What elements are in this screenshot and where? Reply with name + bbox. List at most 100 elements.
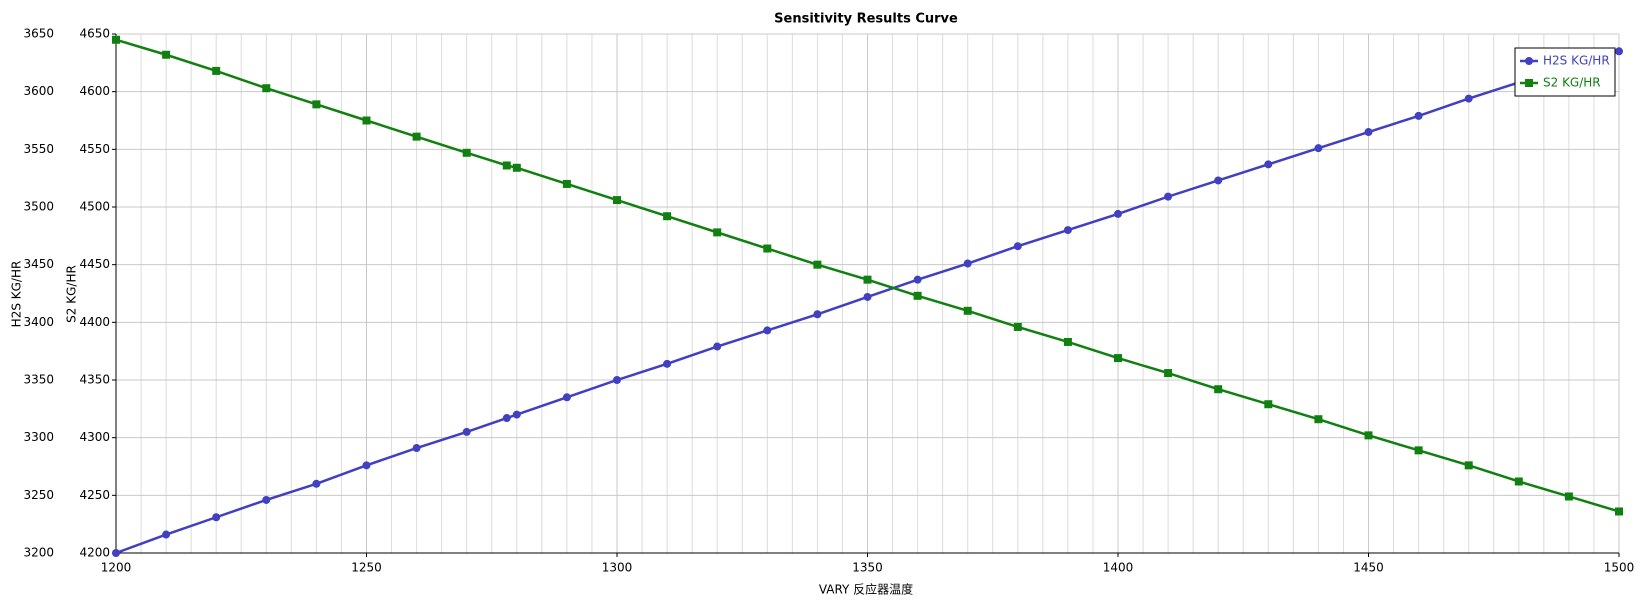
y-tick-label: 3200 (23, 546, 54, 560)
marker (963, 259, 972, 268)
y-tick-label: 3250 (23, 488, 54, 502)
marker (112, 35, 120, 44)
x-axis-label: VARY 反应器温度 (819, 582, 913, 597)
y-tick-label: 3600 (23, 84, 54, 98)
y-tick-label: 3450 (23, 257, 54, 271)
marker (1464, 94, 1473, 103)
x-tick-label: 1500 (1604, 561, 1635, 575)
series-line (115, 38, 1620, 513)
marker (1214, 385, 1223, 394)
marker (1114, 354, 1122, 363)
y2-tick-label: 4250 (79, 488, 110, 502)
y2-tick-label: 4300 (79, 430, 110, 444)
marker (963, 306, 972, 315)
marker (1264, 160, 1273, 169)
y2-axis-label: S2 KG/HR (65, 265, 79, 323)
marker (1414, 446, 1423, 455)
legend-label: H2S KG/HR (1543, 54, 1610, 68)
chart-title: Sensitivity Results Curve (774, 12, 958, 27)
marker (512, 163, 521, 172)
x-tick-label: 1350 (852, 561, 883, 575)
marker (462, 148, 471, 157)
marker (813, 260, 822, 269)
y-tick-label: 3300 (23, 430, 54, 444)
y-tick-label: 3650 (23, 27, 54, 41)
marker (863, 292, 872, 301)
marker (1564, 492, 1573, 501)
marker (1264, 400, 1273, 409)
marker (502, 161, 511, 170)
marker (613, 376, 621, 384)
x-tick-label: 1300 (602, 561, 633, 575)
marker (562, 179, 571, 188)
marker (613, 196, 621, 205)
marker (1063, 226, 1072, 235)
legend-marker (1525, 79, 1533, 87)
marker (512, 410, 521, 419)
legend-box (1514, 47, 1616, 97)
marker (1314, 415, 1323, 424)
marker (1164, 192, 1173, 201)
x-tick-label: 1200 (101, 561, 132, 575)
y2-tick-label: 4450 (79, 257, 110, 271)
x-tick-label: 1250 (351, 561, 382, 575)
y2-tick-label: 4350 (79, 373, 110, 387)
marker (312, 100, 321, 109)
marker (362, 461, 371, 470)
marker (412, 444, 421, 453)
y2-tick-label: 4550 (79, 142, 110, 156)
y2-tick-label: 4650 (79, 27, 110, 41)
marker (1013, 322, 1022, 331)
series-line (115, 50, 1620, 555)
y-tick-label: 3400 (23, 315, 54, 329)
y-axis-label: H2S KG/HR (10, 261, 24, 328)
marker (562, 393, 571, 402)
marker (763, 244, 772, 253)
marker (713, 228, 722, 237)
marker (1013, 242, 1022, 251)
y2-tick-label: 4200 (79, 546, 110, 560)
marker (1164, 369, 1173, 378)
marker (362, 116, 371, 125)
marker (663, 359, 672, 368)
marker (1615, 47, 1623, 56)
marker (412, 132, 421, 141)
marker (713, 342, 722, 351)
y2-tick-label: 4600 (79, 84, 110, 98)
marker (1214, 176, 1223, 185)
y2-tick-label: 4500 (79, 200, 110, 214)
marker (913, 291, 922, 300)
marker (1514, 477, 1523, 486)
marker (162, 50, 171, 59)
marker (1414, 111, 1423, 120)
marker (1364, 431, 1373, 440)
y-tick-label: 3500 (23, 200, 54, 214)
marker (262, 84, 271, 93)
marker (1464, 461, 1473, 470)
x-tick-label: 1400 (1103, 561, 1134, 575)
marker (1114, 209, 1122, 218)
marker (212, 513, 221, 522)
marker (1063, 337, 1072, 346)
legend-marker (1525, 57, 1533, 65)
marker (863, 275, 872, 284)
marker (502, 414, 511, 423)
marker (1364, 128, 1373, 137)
marker (763, 326, 772, 335)
y-tick-label: 3350 (23, 373, 54, 387)
marker (312, 479, 321, 488)
marker (212, 66, 221, 75)
marker (1615, 507, 1623, 516)
marker (112, 549, 120, 557)
x-tick-label: 1450 (1353, 561, 1384, 575)
marker (913, 275, 922, 284)
marker (813, 310, 822, 319)
marker (162, 530, 171, 539)
marker (1314, 144, 1323, 153)
legend-label: S2 KG/HR (1543, 76, 1601, 90)
marker (462, 427, 471, 436)
y-tick-label: 3550 (23, 142, 54, 156)
y2-tick-label: 4400 (79, 315, 110, 329)
marker (663, 212, 672, 221)
